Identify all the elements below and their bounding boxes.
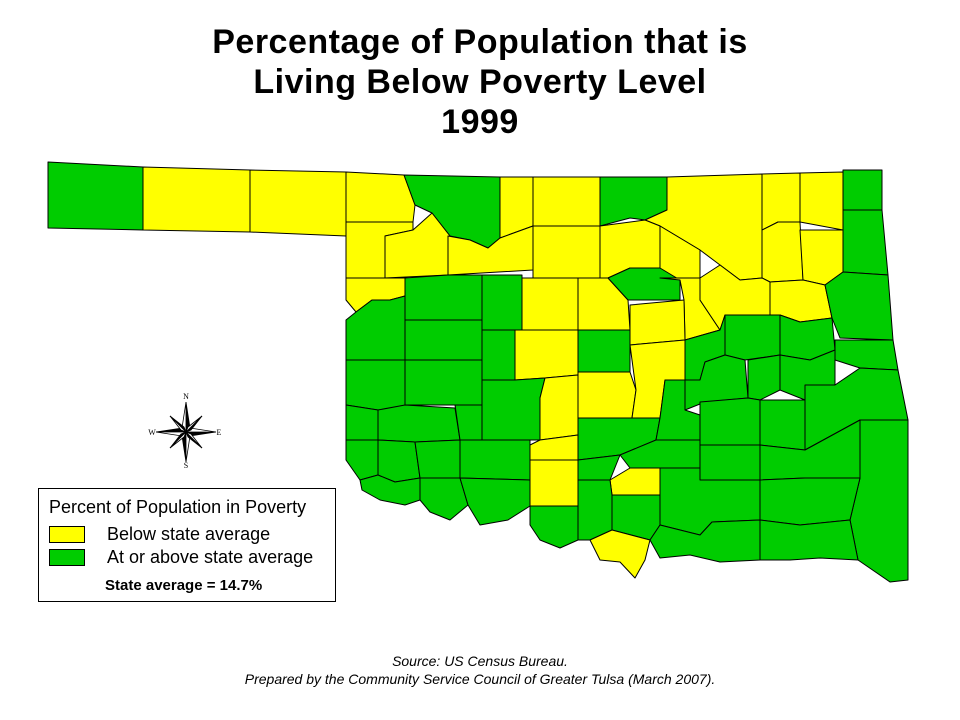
county-garvin [577,454,621,481]
county-beaver [249,169,347,237]
county-caddo-north [404,319,483,361]
county-nowata [799,171,844,231]
county-oklahoma [514,329,579,381]
county-love-south [589,529,651,579]
county-major [447,225,534,276]
state-average-note: State average = 14.7% [105,577,263,594]
county-jefferson [459,477,531,526]
compass-s: S [184,461,188,470]
county-stephens-north [459,439,531,481]
county-comanche [414,439,461,479]
county-haskell [747,354,781,401]
title-line-1: Percentage of Population that is [212,23,748,61]
county-washita [404,359,483,406]
county-texas [142,166,251,233]
county-rogers [761,221,804,283]
county-craig [842,209,889,276]
county-murray [609,467,661,496]
county-jackson [377,439,421,483]
legend-box: Percent of Population in Poverty Below s… [38,488,336,602]
compass-rose: N S W E [148,390,224,470]
county-pittsburg [699,397,761,446]
county-mcintosh [684,354,749,411]
source-line-2: Prepared by the Community Service Counci… [244,671,716,687]
county-carter [577,479,613,541]
compass-rose-icon: N S W E [148,392,222,470]
county-washington [761,172,801,231]
source-line-1: Source: US Census Bureau. [392,653,568,669]
legend-label-above: At or above state average [107,547,314,567]
legend-label-below: Below state average [107,524,271,544]
county-okfuskee-north [629,299,686,346]
compass-n: N [183,392,189,401]
county-caddo [481,377,546,441]
county-beckham [345,359,406,411]
county-adair [834,339,899,371]
county-grady [454,404,483,441]
map-title: Percentage of Population that is Living … [0,22,960,142]
county-dewey [404,274,483,321]
title-line-2: Living Below Poverty Level [253,63,707,101]
county-latimer [759,399,806,451]
county-kingfisher [521,277,579,331]
county-delaware [824,271,894,341]
title-line-3: 1999 [441,103,519,141]
county-ottawa [842,169,883,211]
county-choctaw-south [759,519,859,561]
county-atoka [699,444,761,481]
county-stephens [529,459,579,507]
county-logan [577,277,631,331]
county-blaine [481,274,523,331]
county-harmon [345,439,379,481]
county-tillman [359,474,421,506]
county-lincoln [577,329,631,373]
county-muskogee [724,314,781,361]
compass-e: E [217,428,222,437]
county-greer [345,404,379,441]
county-cimarron [47,161,144,231]
legend-swatch-above [49,549,85,566]
county-choctaw [759,477,861,526]
source-note: Source: US Census Bureau. Prepared by th… [0,652,960,688]
compass-w: W [148,428,156,437]
county-cotton [419,477,469,521]
county-love [529,505,579,549]
legend-swatch-below [49,526,85,543]
county-cleveland [539,374,579,441]
county-grant [532,176,601,227]
county-kiowa [377,404,461,443]
legend-title: Percent of Population in Poverty [49,497,307,517]
county-garfield [532,225,601,279]
county-harper [345,171,416,223]
